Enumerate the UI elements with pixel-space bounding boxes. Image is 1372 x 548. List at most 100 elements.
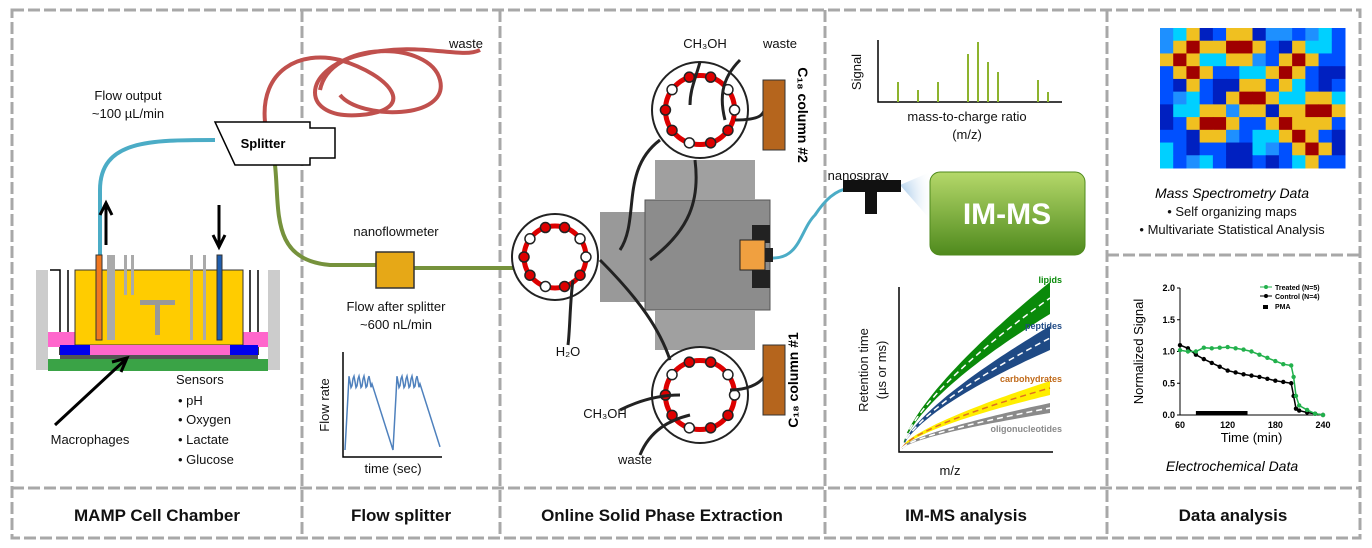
som-cell (1186, 142, 1201, 156)
data-point (1249, 373, 1254, 378)
som-cell (1173, 78, 1187, 93)
valve-port (683, 422, 696, 434)
data-point (1225, 368, 1230, 373)
som-cell (1318, 117, 1333, 131)
sensor-item: • pH (178, 393, 203, 408)
legend-marker (1264, 285, 1268, 289)
valve-port (704, 71, 717, 83)
y-axis-label: Normalized Signal (1131, 299, 1146, 405)
som-cell (1331, 91, 1346, 105)
som-cell (1173, 155, 1187, 169)
ch3oh-top-label: CH₃OH (683, 36, 727, 51)
som-cell (1186, 129, 1201, 144)
h2o-label: H₂O (556, 344, 581, 359)
som-cell (1292, 28, 1306, 42)
som-cell (1160, 155, 1174, 169)
data-point (1193, 349, 1199, 354)
signal-axis-label: Signal (849, 54, 864, 90)
som-cell (1318, 129, 1333, 144)
band-label-carbohydrates: carbohydrates (1000, 374, 1062, 384)
som-cell (1292, 91, 1306, 105)
x-tick-label: 240 (1315, 420, 1330, 430)
som-cell (1292, 104, 1306, 118)
inlet-tubing (98, 138, 216, 280)
som-cell (1265, 91, 1280, 105)
legend-entry: Treated (N=5) (1275, 285, 1320, 292)
c18-column-2-label: C₁₈ column #2 (795, 67, 811, 163)
valve-port (704, 137, 717, 149)
data-point (1289, 381, 1294, 386)
som-cell (1173, 129, 1187, 144)
flow-rate-plot: Flow rate time (sec) (317, 352, 442, 476)
data-point (1289, 363, 1294, 368)
valve-port (558, 221, 571, 234)
som-cell (1173, 91, 1187, 105)
legend-entry: PMA (1275, 304, 1291, 311)
nanoflowmeter-label: nanoflowmeter (353, 224, 439, 239)
y-tick-label: 0.5 (1162, 378, 1175, 388)
valve-port (524, 233, 536, 245)
som-cell (1226, 155, 1240, 169)
sensor-item: • Oxygen (178, 412, 231, 427)
data-point (1249, 349, 1254, 354)
som-cell (1292, 129, 1306, 144)
som-cell (1252, 155, 1267, 169)
flow-after-rate: ~600 nL/min (360, 317, 432, 332)
band-trendline (901, 297, 1051, 449)
som-cell (1212, 142, 1227, 156)
som-cell (1252, 78, 1267, 93)
som-cell (1305, 129, 1320, 144)
som-cell (1199, 129, 1214, 144)
som-cell (1212, 40, 1227, 54)
som-cell (1226, 53, 1240, 67)
som-cell (1239, 53, 1253, 67)
panel-frame (10, 8, 1362, 540)
som-cell (1226, 142, 1240, 156)
mobility-band (902, 282, 1050, 449)
flow-after-label: Flow after splitter (347, 299, 447, 314)
som-cell (1331, 117, 1346, 131)
som-cell (1278, 104, 1293, 118)
som-cell (1305, 40, 1320, 54)
som-cell (1265, 117, 1280, 131)
som-cell (1305, 142, 1320, 156)
valve-port (704, 422, 717, 434)
som-cell (1292, 155, 1306, 169)
som-cell (1160, 117, 1174, 131)
flow-out-arrow-icon (98, 199, 114, 245)
data-point (1265, 355, 1270, 361)
macrophages-arrow-icon (53, 355, 130, 427)
section-label-spe: Online Solid Phase Extraction (541, 506, 783, 525)
data-point (1281, 362, 1286, 367)
som-cell (1252, 142, 1267, 156)
som-cell (1212, 78, 1227, 93)
som-cell (1292, 66, 1306, 80)
som-cell (1160, 129, 1174, 144)
ms-data-title: Mass Spectrometry Data (1155, 185, 1309, 201)
y-tick-label: 2.0 (1162, 283, 1175, 293)
som-cell (1265, 142, 1280, 156)
som-cell (1331, 129, 1346, 144)
som-cell (1226, 117, 1240, 131)
som-cell (1173, 28, 1187, 42)
som-cell (1252, 129, 1267, 144)
som-cell (1212, 129, 1227, 144)
data-point (1320, 412, 1326, 418)
som-cell (1318, 53, 1333, 67)
pma-bar (1195, 411, 1248, 415)
data-point (1185, 349, 1191, 354)
som-cell (1265, 28, 1280, 42)
som-cell (1305, 91, 1320, 105)
mobility-band (902, 326, 1050, 449)
som-cell (1305, 53, 1320, 67)
imms-instrument-label: IM-MS (963, 198, 1051, 231)
valve-port (728, 389, 741, 401)
flow-rate-axis-label: Flow rate (317, 378, 332, 431)
som-cell (1278, 53, 1293, 67)
valve-port (722, 368, 734, 381)
data-point (1273, 358, 1278, 364)
som-cell (1278, 66, 1293, 80)
som-cell (1331, 28, 1346, 42)
som-cell (1265, 66, 1280, 80)
som-cell (1212, 28, 1227, 42)
